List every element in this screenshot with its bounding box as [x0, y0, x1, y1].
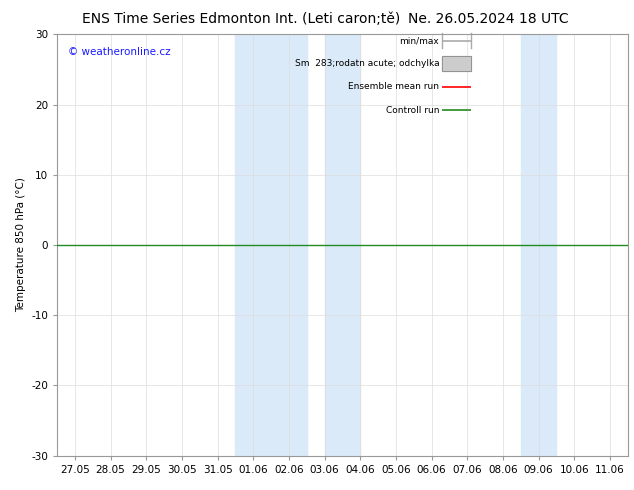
Bar: [443, 56, 470, 72]
Bar: [325, 34, 360, 456]
Bar: [443, 56, 470, 72]
Text: Controll run: Controll run: [386, 106, 439, 115]
Bar: [521, 34, 557, 456]
Y-axis label: Temperature 850 hPa (°C): Temperature 850 hPa (°C): [16, 177, 25, 313]
Text: © weatheronline.cz: © weatheronline.cz: [68, 47, 171, 57]
Text: Ne. 26.05.2024 18 UTC: Ne. 26.05.2024 18 UTC: [408, 12, 569, 26]
Bar: [235, 34, 307, 456]
Text: Sm  283;rodatn acute; odchylka: Sm 283;rodatn acute; odchylka: [295, 59, 439, 68]
Text: min/max: min/max: [399, 36, 439, 45]
Text: Ensemble mean run: Ensemble mean run: [348, 82, 439, 92]
Text: ENS Time Series Edmonton Int. (Leti caron;tě): ENS Time Series Edmonton Int. (Leti caro…: [82, 12, 400, 26]
